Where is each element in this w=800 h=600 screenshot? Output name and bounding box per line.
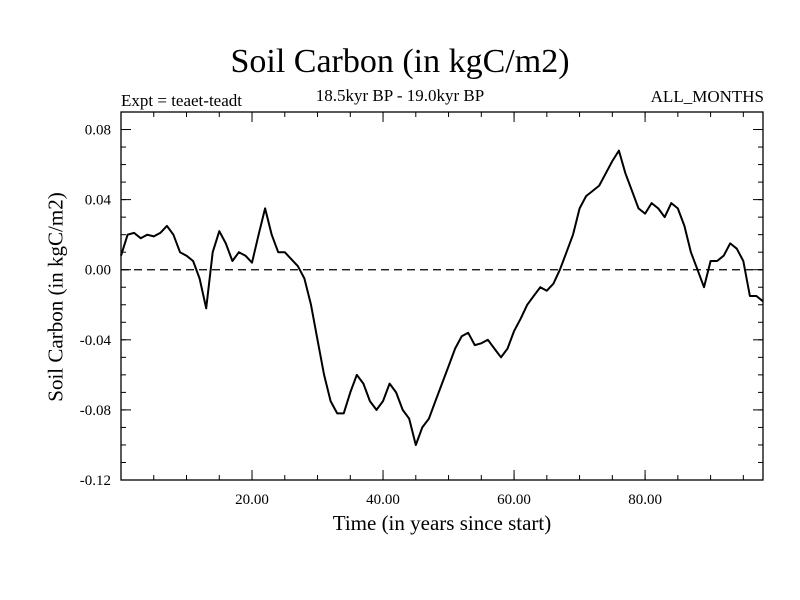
x-tick-label: 20.00	[235, 492, 269, 508]
chart-title: Soil Carbon (in kgC/m2)	[230, 43, 570, 80]
y-tick-label: 0.00	[85, 263, 111, 279]
chart-subtitle: 18.5kyr BP - 19.0kyr BP	[315, 86, 485, 105]
y-tick-label: -0.08	[80, 403, 111, 419]
x-tick-label: 60.00	[497, 492, 531, 508]
y-tick-label: -0.12	[80, 473, 111, 489]
y-axis-label: Soil Carbon (in kgC/m2)	[43, 192, 68, 402]
soil-carbon-series-line	[120, 149, 764, 446]
y-tick-label: 0.04	[85, 193, 112, 209]
y-tick-label: -0.04	[80, 333, 112, 349]
x-tick-label: 40.00	[366, 492, 400, 508]
x-axis-label: Time (in years since start)	[332, 511, 552, 535]
y-tick-label: 0.08	[85, 123, 111, 139]
experiment-label: Expt = teaet-teadt	[121, 91, 242, 110]
x-tick-label: 80.00	[628, 492, 662, 508]
plot-frame	[120, 111, 764, 481]
months-label: ALL_MONTHS	[650, 87, 764, 106]
